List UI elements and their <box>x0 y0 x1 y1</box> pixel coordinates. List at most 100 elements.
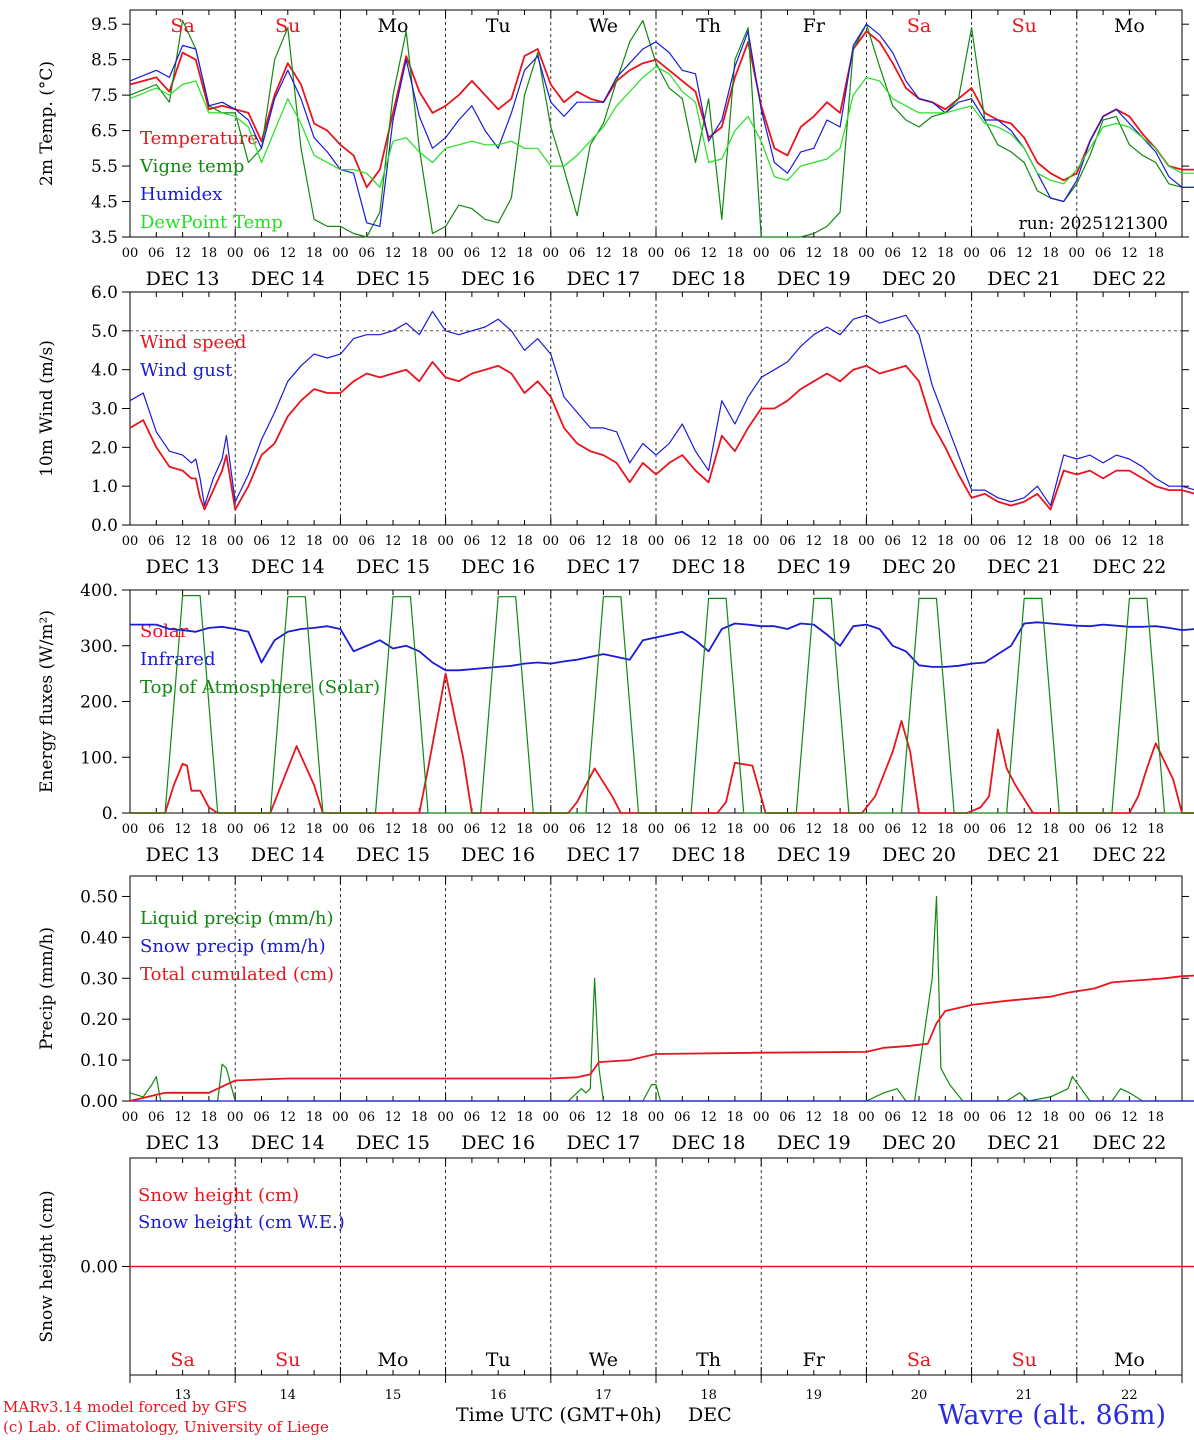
x-hour-label: 00 <box>332 534 349 549</box>
x-hour-label: 06 <box>1095 534 1112 549</box>
x-hour-label: 18 <box>201 246 218 261</box>
x-date-label: DEC 15 <box>356 1132 430 1154</box>
y-tick-label: 9.5 <box>91 15 118 35</box>
x-hour-label: 06 <box>884 534 901 549</box>
x-hour-label: 18 <box>832 822 849 837</box>
x-hour-label: 12 <box>385 822 402 837</box>
y-axis-label: Snow height (cm) <box>37 1190 57 1342</box>
series-line-2 <box>129 310 1194 507</box>
x-hour-label: 00 <box>963 246 980 261</box>
chart-panel-4: 0.00 0.10 0.20 0.30 0.40 0.50 Precip (mm/h) Liq… <box>37 875 1194 1154</box>
x-hour-label: 06 <box>884 822 901 837</box>
x-date-label: DEC 21 <box>987 1132 1061 1154</box>
x-hour-label: 18 <box>832 246 849 261</box>
x-hour-label: 12 <box>806 534 823 549</box>
x-hour-label: 06 <box>464 1110 481 1125</box>
x-hour-label: 12 <box>911 822 928 837</box>
x-hour-label: 18 <box>621 822 638 837</box>
x-hour-label: 12 <box>1016 534 1033 549</box>
x-date-label: DEC 21 <box>987 844 1061 866</box>
station-name: Wavre (alt. 86m) <box>938 1400 1166 1431</box>
legend-entry: Liquid precip (mm/h) <box>140 908 334 929</box>
x-date-label: DEC 13 <box>146 844 220 866</box>
x-hour-label: 06 <box>253 1110 270 1125</box>
y-tick-label: 3.0 <box>91 400 118 420</box>
x-hour-label: 06 <box>1095 822 1112 837</box>
x-date-label: DEC 21 <box>987 556 1061 578</box>
x-axis-title: Time UTC (GMT+0h) <box>456 1404 662 1426</box>
x-date-label: DEC 20 <box>882 844 956 866</box>
weekday-label: We <box>589 15 618 37</box>
x-date-label: DEC 18 <box>672 844 746 866</box>
x-date-label: DEC 19 <box>777 556 851 578</box>
y-tick-label: 100. <box>80 748 118 768</box>
x-date-label: DEC 19 <box>777 844 851 866</box>
weekday-label: Th <box>696 15 721 37</box>
x-hour-label: 18 <box>201 1110 218 1125</box>
x-date-label: DEC 14 <box>251 268 325 290</box>
lab-credit: (c) Lab. of Climatology, University of L… <box>3 1418 329 1436</box>
x-date-label: DEC 19 <box>777 268 851 290</box>
x-hour-label: 06 <box>358 1110 375 1125</box>
x-hour-label: 18 <box>306 534 323 549</box>
x-hour-label: 06 <box>990 534 1007 549</box>
y-tick-label: 5.5 <box>91 157 118 177</box>
x-hour-label: 00 <box>543 246 560 261</box>
chart-panel-1: 3.5 4.5 5.5 6.5 7.5 8.5 9.5 2m Temp. (°C) Temper… <box>37 9 1194 290</box>
x-hour-label: 12 <box>490 1110 507 1125</box>
x-hour-label: 06 <box>779 246 796 261</box>
day-number: 17 <box>595 1388 612 1403</box>
x-date-label: DEC 20 <box>882 268 956 290</box>
day-number: 16 <box>490 1388 507 1403</box>
y-tick-label: 200. <box>80 693 118 713</box>
legend-entry: Vigne temp <box>139 156 244 177</box>
x-hour-label: 12 <box>280 534 297 549</box>
x-hour-label: 12 <box>595 822 612 837</box>
x-date-label: DEC 19 <box>777 1132 851 1154</box>
y-tick-label: 6.0 <box>91 283 118 303</box>
chart-panel-5: 0.00 Snow height (cm) Snow height (cm) Snow… <box>37 1157 1194 1403</box>
x-hour-label: 00 <box>332 822 349 837</box>
x-date-label: DEC 16 <box>461 1132 535 1154</box>
y-tick-label: 7.5 <box>91 86 118 106</box>
x-hour-label: 06 <box>148 246 165 261</box>
x-hour-label: 00 <box>332 246 349 261</box>
weekday-label: Fr <box>803 1349 826 1371</box>
x-hour-label: 00 <box>543 822 560 837</box>
x-hour-label: 18 <box>516 246 533 261</box>
x-date-label: DEC 13 <box>146 556 220 578</box>
x-hour-label: 18 <box>411 246 428 261</box>
x-hour-label: 06 <box>358 534 375 549</box>
y-axis-label: 2m Temp. (°C) <box>37 61 57 186</box>
x-hour-label: 12 <box>490 822 507 837</box>
x-hour-label: 18 <box>306 246 323 261</box>
x-hour-label: 00 <box>753 822 770 837</box>
series-line-3 <box>129 974 1194 1102</box>
x-hour-label: 12 <box>700 246 717 261</box>
month-label: DEC <box>688 1404 732 1426</box>
x-hour-label: 00 <box>1069 246 1086 261</box>
x-hour-label: 12 <box>700 534 717 549</box>
x-hour-label: 18 <box>1147 822 1164 837</box>
x-hour-label: 18 <box>727 246 744 261</box>
day-number: 13 <box>174 1388 191 1403</box>
x-date-label: DEC 18 <box>672 1132 746 1154</box>
x-hour-label: 18 <box>1147 1110 1164 1125</box>
x-hour-label: 12 <box>280 1110 297 1125</box>
x-hour-label: 18 <box>937 534 954 549</box>
x-hour-label: 18 <box>621 1110 638 1125</box>
x-hour-label: 00 <box>858 534 875 549</box>
x-hour-label: 00 <box>122 246 139 261</box>
x-hour-label: 18 <box>306 822 323 837</box>
x-hour-label: 00 <box>437 1110 454 1125</box>
x-hour-label: 06 <box>148 1110 165 1125</box>
x-hour-label: 00 <box>648 822 665 837</box>
x-date-label: DEC 16 <box>461 268 535 290</box>
x-hour-label: 18 <box>937 822 954 837</box>
x-hour-label: 06 <box>569 534 586 549</box>
x-hour-label: 06 <box>674 534 691 549</box>
series-line-1 <box>129 30 1194 189</box>
legend-entry: Temperature <box>140 128 258 149</box>
run-label: run: 2025121300 <box>1019 214 1168 234</box>
x-hour-label: 00 <box>1069 534 1086 549</box>
